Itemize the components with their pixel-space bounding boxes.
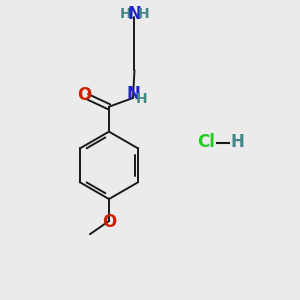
Text: O: O: [77, 86, 91, 104]
Text: H: H: [231, 133, 245, 151]
Text: N: N: [128, 5, 141, 23]
Text: H: H: [135, 92, 147, 106]
Text: Cl: Cl: [197, 133, 214, 151]
Text: O: O: [102, 213, 116, 231]
Text: H: H: [137, 7, 149, 21]
Text: N: N: [126, 85, 140, 103]
Text: H: H: [120, 7, 131, 21]
